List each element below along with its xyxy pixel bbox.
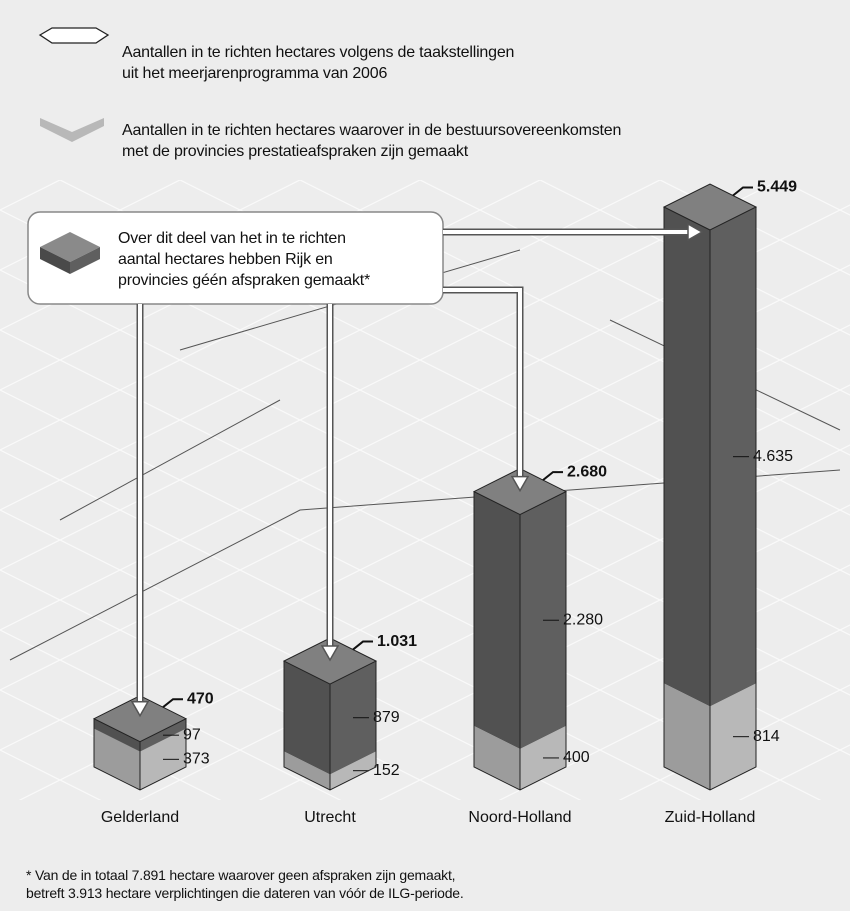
arrow-head — [510, 475, 530, 493]
value-label: 2.280 — [563, 611, 603, 628]
category-label: Gelderland — [101, 809, 179, 826]
arrow-head — [320, 645, 340, 662]
total-leader — [732, 186, 753, 197]
value-label: 400 — [563, 749, 590, 766]
bar-face — [284, 751, 330, 790]
bar-face — [94, 718, 140, 752]
total-label: 2.680 — [567, 463, 607, 480]
value-label: 4.635 — [753, 448, 793, 465]
callout-box — [27, 211, 444, 305]
total-label: 5.449 — [757, 179, 797, 196]
legend-no-agreement: Over dit deel van het in te richten aant… — [118, 230, 371, 289]
value-label: 814 — [753, 728, 780, 745]
arrow-head — [687, 222, 704, 242]
bar-face — [664, 683, 710, 790]
bar-face — [664, 207, 710, 707]
legend-icon-none-right — [70, 247, 100, 274]
bar-face — [474, 725, 520, 790]
bar-face — [284, 661, 330, 775]
bar-face — [474, 491, 520, 749]
total-leader — [352, 640, 373, 651]
category-label: Noord-Holland — [468, 809, 571, 826]
bar-outline — [663, 207, 757, 791]
legend-total: Aantallen in te richten hectares volgens… — [122, 44, 515, 82]
pointer-arrow — [443, 288, 522, 477]
legend-icon-none-left — [40, 247, 70, 274]
legend-agreed: Aantallen in te richten hectares waarove… — [122, 122, 622, 160]
bar-outline — [473, 491, 567, 791]
value-label: 97 — [183, 726, 201, 743]
bar-outline — [283, 661, 377, 791]
footnote: * Van de in totaal 7.891 hectare waarove… — [26, 867, 464, 901]
legend-icon-agreed — [40, 118, 104, 142]
total-leader — [162, 698, 183, 708]
bar-segment — [474, 491, 566, 749]
category-label: Utrecht — [304, 809, 356, 826]
total-label: 1.031 — [377, 633, 417, 650]
bar-face — [94, 728, 140, 790]
arrow-head — [130, 700, 150, 718]
fence-lines — [9, 249, 841, 661]
category-label: Zuid-Holland — [665, 809, 756, 826]
bar-outline — [93, 718, 187, 791]
legend-icon-total — [38, 27, 110, 44]
total-leader — [542, 471, 563, 481]
value-label: 373 — [183, 751, 210, 768]
value-label: 879 — [373, 709, 400, 726]
value-label: 152 — [373, 762, 400, 779]
total-label: 470 — [187, 690, 214, 707]
